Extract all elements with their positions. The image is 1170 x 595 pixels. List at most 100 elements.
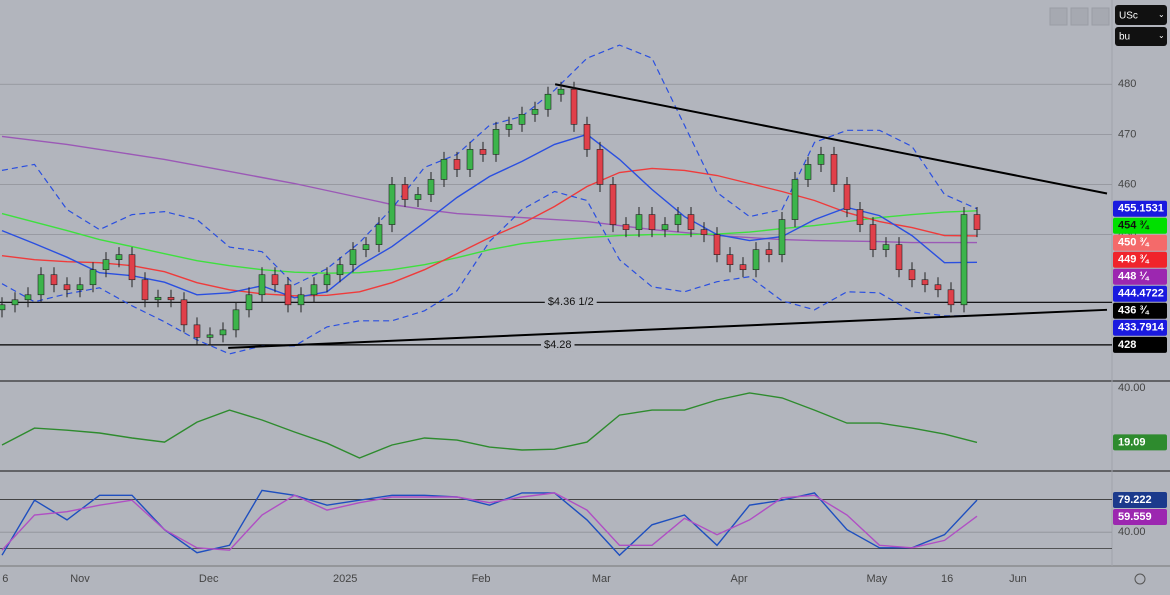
candle-body (635, 214, 643, 230)
indicator-line (1, 167, 978, 297)
level-label-bg (544, 295, 597, 310)
price-label: 455.1531 (1118, 203, 1164, 215)
candle-body (180, 299, 188, 326)
candle-body (414, 194, 422, 200)
indicator-line (1, 392, 978, 459)
candle-body (362, 244, 370, 250)
price-label: 449 ¾ (1118, 254, 1149, 266)
x-tick-label: Apr (731, 573, 748, 585)
trendline (554, 83, 1108, 195)
candle-body (466, 149, 474, 170)
price-label-box (1113, 336, 1167, 353)
candle-body (752, 249, 760, 271)
price-label-box (1113, 234, 1167, 251)
price-label-box (1113, 251, 1167, 268)
y-tick-label: 40.00 (1118, 382, 1146, 394)
candle-body (76, 284, 84, 291)
level-label-bg (540, 337, 575, 352)
x-tick-label: Mar (592, 573, 611, 585)
candle-body (219, 329, 227, 336)
candle-body (713, 234, 721, 255)
price-label-box (1113, 302, 1167, 319)
x-tick-label: 6 (2, 573, 8, 585)
candle-body (102, 259, 110, 271)
candle-body (739, 264, 747, 271)
candle-body (960, 214, 968, 306)
candle-body (505, 124, 513, 130)
price-label: 19.09 (1118, 436, 1146, 448)
y-tick-label: 460 (1118, 178, 1136, 190)
candle-body (518, 114, 526, 125)
candle-body (388, 184, 396, 225)
candle-body (453, 159, 461, 170)
candle-body (193, 324, 201, 338)
candle-body (115, 254, 123, 260)
candle-body (908, 269, 916, 281)
y-tick-label: 470 (1118, 128, 1136, 140)
indicator-line (1, 135, 977, 244)
x-tick-label: Nov (70, 573, 90, 585)
stochastic-pane (0, 489, 1112, 557)
currency-text: USc (1119, 11, 1138, 22)
candle-body (674, 214, 682, 225)
candle-body (323, 274, 331, 286)
indicator-line (1, 210, 978, 274)
candle-body (882, 244, 890, 250)
tool-button[interactable] (1091, 7, 1110, 26)
price-label: 433.7914 (1118, 322, 1165, 334)
price-label-box (1113, 285, 1167, 302)
price-label-box (1113, 217, 1167, 234)
trendline (228, 308, 1108, 349)
candle-body (830, 154, 838, 185)
tool-button[interactable] (1049, 7, 1068, 26)
candle-body (232, 309, 240, 331)
toolbar: USc ⌄ bu ⌄ (1049, 5, 1167, 46)
candle-body (973, 214, 981, 230)
candle-body (167, 296, 175, 301)
x-tick-label: 16 (941, 573, 953, 585)
candle-body (245, 294, 253, 311)
candle-body (349, 249, 357, 265)
candle-body (700, 229, 708, 235)
candle-body (297, 294, 305, 306)
tool-button[interactable] (1070, 7, 1089, 26)
candle-body (440, 159, 448, 180)
price-pane: $4.36 1/2 $4.28 (0, 44, 1112, 355)
unit-select[interactable] (1115, 27, 1167, 46)
candle-body (310, 284, 318, 296)
candle-body (570, 88, 578, 125)
price-label: 450 ¾ (1118, 237, 1149, 249)
y-tick-label: 480 (1118, 78, 1136, 90)
candle-body (89, 269, 97, 286)
candle-body (336, 264, 344, 276)
price-label-box (1113, 492, 1167, 509)
price-label-box (1113, 268, 1167, 285)
candle-body (11, 299, 19, 306)
candle-body (284, 284, 292, 306)
currency-select[interactable] (1115, 5, 1167, 25)
x-tick-label: May (867, 573, 888, 585)
candle-body (817, 154, 825, 165)
candle-body (947, 289, 955, 306)
candle-body (24, 294, 32, 301)
price-label: 428 (1118, 339, 1136, 351)
unit-text: bu (1119, 32, 1130, 43)
candle-body (492, 129, 500, 155)
price-label: 454 ¾ (1118, 220, 1149, 232)
candle-body (778, 219, 786, 255)
candle-body (0, 304, 6, 311)
candle-body (791, 179, 799, 220)
candle-body (401, 184, 409, 200)
settings-icon[interactable] (1134, 573, 1146, 585)
x-tick-label: Feb (472, 573, 491, 585)
candle-body (687, 214, 695, 230)
candle-body (622, 224, 630, 230)
candle-body (596, 149, 604, 185)
y-tick-label: 40.00 (1118, 526, 1146, 538)
candle-body (583, 124, 591, 150)
dropdown-arrow: ⌄ (1158, 10, 1165, 19)
x-tick-label: Jun (1009, 573, 1027, 585)
indicator-line (1, 133, 978, 299)
candle-body (427, 179, 435, 195)
